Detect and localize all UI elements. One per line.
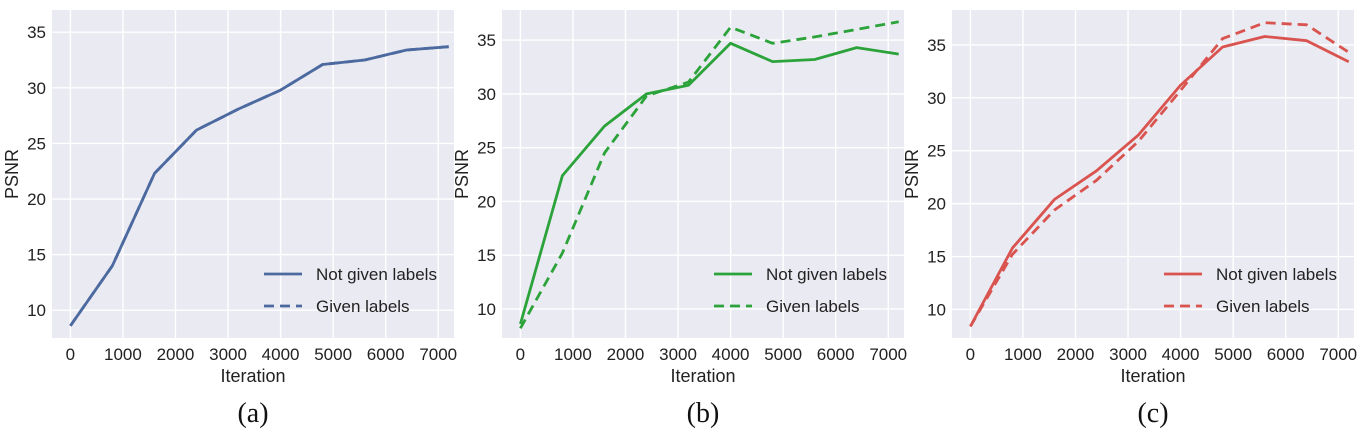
legend-label: Given labels	[766, 297, 860, 316]
y-tick-label: 30	[927, 89, 946, 108]
x-tick-label: 7000	[419, 345, 457, 364]
x-axis-label: Iteration	[220, 366, 285, 386]
y-tick-label: 10	[27, 301, 46, 320]
chart-panel-2: 0 1000 2000 3000 4000 5000 6000 7000 10 15 20 25 30 3…	[452, 10, 907, 429]
y-tick-label: 20	[477, 192, 496, 211]
x-tick-label: 3000	[209, 345, 247, 364]
y-axis-label: PSNR	[452, 149, 472, 199]
x-axis-label: Iteration	[1120, 366, 1185, 386]
y-tick-label: 35	[477, 31, 496, 50]
plot-background	[52, 10, 454, 338]
series-line-given-labels	[519, 20, 899, 329]
y-tick-label: 15	[27, 246, 46, 265]
legend-label: Not given labels	[316, 265, 437, 284]
y-tick-label: 35	[927, 36, 946, 55]
x-tick-label: 5000	[314, 345, 352, 364]
y-tick-label: 20	[27, 190, 46, 209]
panel-caption: (b)	[687, 398, 720, 429]
y-tick-label: 25	[27, 134, 46, 153]
y-tick-label: 10	[477, 300, 496, 319]
x-tick-label: 1000	[104, 345, 142, 364]
y-axis-label: PSNR	[2, 149, 22, 199]
x-tick-label: 6000	[1267, 345, 1305, 364]
x-tick-label: 1000	[554, 345, 592, 364]
x-tick-label: 3000	[659, 345, 697, 364]
x-tick-label: 4000	[262, 345, 300, 364]
y-tick-label: 35	[27, 23, 46, 42]
x-tick-label: 0	[66, 345, 75, 364]
series-line-given-labels	[969, 21, 1350, 328]
chart-panel-3: 0 1000 2000 3000 4000 5000 6000 7000 10 15 20 25 30 3…	[902, 10, 1357, 429]
panel-caption: (c)	[1137, 398, 1168, 429]
x-tick-label: 2000	[607, 345, 645, 364]
chart-panel-1: 0 1000 2000 3000 4000 5000 6000 7000 10 15 20 25 30 3…	[2, 10, 457, 429]
x-tick-label: 6000	[367, 345, 405, 364]
x-tick-label: 4000	[1162, 345, 1200, 364]
plot-background	[952, 10, 1354, 338]
series-line-not-given-labels	[969, 35, 1350, 328]
y-axis-label: PSNR	[902, 149, 922, 199]
x-tick-label: 0	[966, 345, 975, 364]
y-tick-label: 10	[927, 300, 946, 319]
x-tick-label: 7000	[1319, 345, 1357, 364]
x-axis-label: Iteration	[670, 366, 735, 386]
series-line-not-given-labels	[69, 45, 449, 327]
x-tick-label: 3000	[1109, 345, 1147, 364]
x-tick-label: 2000	[1057, 345, 1095, 364]
x-tick-label: 2000	[157, 345, 195, 364]
legend-label: Not given labels	[766, 265, 887, 284]
y-tick-label: 30	[27, 79, 46, 98]
x-tick-label: 4000	[712, 345, 750, 364]
legend-label: Given labels	[316, 297, 410, 316]
y-tick-label: 15	[477, 246, 496, 265]
x-tick-label: 0	[516, 345, 525, 364]
legend-label: Given labels	[1216, 297, 1310, 316]
panel-caption: (a)	[237, 398, 268, 429]
x-tick-label: 1000	[1004, 345, 1042, 364]
y-tick-label: 30	[477, 85, 496, 104]
y-tick-label: 15	[927, 248, 946, 267]
y-tick-label: 25	[927, 142, 946, 161]
x-tick-label: 6000	[817, 345, 855, 364]
x-tick-label: 5000	[764, 345, 802, 364]
legend-label: Not given labels	[1216, 265, 1337, 284]
series-line-not-given-labels	[519, 41, 899, 325]
y-tick-label: 20	[927, 195, 946, 214]
plot-background	[502, 10, 904, 338]
y-tick-label: 25	[477, 139, 496, 158]
x-tick-label: 5000	[1214, 345, 1252, 364]
x-tick-label: 7000	[869, 345, 907, 364]
